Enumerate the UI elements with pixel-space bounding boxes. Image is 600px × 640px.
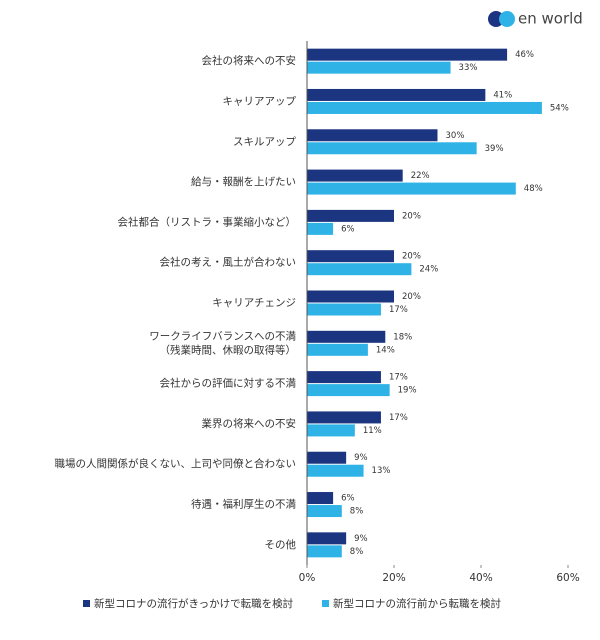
value-label: 6% <box>341 494 355 504</box>
logo-icon <box>488 11 504 27</box>
bar <box>307 182 516 195</box>
bar <box>307 169 403 182</box>
legend-swatch <box>83 600 90 607</box>
bar <box>307 545 342 558</box>
value-label: 19% <box>398 386 417 396</box>
category-label: 会社の考え・風土が合わない <box>160 256 297 269</box>
bar <box>307 532 347 545</box>
bar <box>307 411 381 424</box>
value-label: 6% <box>341 224 355 234</box>
bar <box>307 88 486 101</box>
bar <box>307 384 390 397</box>
value-label: 41% <box>493 90 512 100</box>
bar <box>307 222 334 235</box>
legend-swatch <box>322 600 329 607</box>
value-label: 20% <box>402 211 421 221</box>
category-label: ワークライフバランスへの不満（残業時間、休暇の取得等） <box>149 330 296 356</box>
x-tick-label: 0% <box>299 572 316 584</box>
bar <box>307 209 394 222</box>
bar <box>307 343 368 356</box>
value-label: 9% <box>354 534 368 544</box>
category-label: 会社の将来への不安 <box>202 54 297 67</box>
bar <box>307 48 508 61</box>
value-label: 54% <box>550 103 569 113</box>
logo: en world <box>488 10 583 28</box>
bar <box>307 61 451 74</box>
value-label: 33% <box>459 63 478 73</box>
bar <box>307 464 364 477</box>
value-label: 20% <box>402 292 421 302</box>
bar <box>307 303 381 316</box>
value-label: 18% <box>393 332 412 342</box>
x-tick-label: 40% <box>469 572 492 584</box>
category-label: 業界の将来への不安 <box>202 417 297 430</box>
logo-text: en world <box>518 10 583 28</box>
bar <box>307 451 347 464</box>
value-label: 11% <box>363 426 382 436</box>
bar <box>307 263 412 276</box>
value-label: 17% <box>389 413 408 423</box>
bar <box>307 424 355 437</box>
value-label: 8% <box>350 547 364 557</box>
bar <box>307 492 334 505</box>
legend-label: 新型コロナの流行がきっかけで転職を検討 <box>94 597 293 610</box>
value-label: 20% <box>402 252 421 262</box>
value-label: 9% <box>354 453 368 463</box>
category-label-line: ワークライフバランスへの不満 <box>149 330 296 342</box>
x-tick-label: 60% <box>556 572 579 584</box>
value-label: 48% <box>524 184 543 194</box>
bar <box>307 290 394 303</box>
category-label: キャリアチェンジ <box>212 297 296 309</box>
logo-icon <box>499 11 515 27</box>
bar <box>307 250 394 263</box>
bar <box>307 371 381 384</box>
value-label: 39% <box>485 144 504 154</box>
value-label: 17% <box>389 305 408 315</box>
value-label: 13% <box>372 466 391 476</box>
category-label: 職場の人間関係が良くない、上司や同僚と合わない <box>55 457 297 470</box>
value-label: 30% <box>446 131 465 141</box>
value-label: 17% <box>389 373 408 383</box>
value-label: 14% <box>376 345 395 355</box>
category-label: 待遇・福利厚生の不満 <box>191 498 296 511</box>
category-label: キャリアアップ <box>223 95 297 107</box>
value-label: 22% <box>411 171 430 181</box>
value-label: 46% <box>515 50 534 60</box>
bar <box>307 129 438 142</box>
bar <box>307 330 386 343</box>
category-label: スキルアップ <box>233 136 296 148</box>
category-label: 会社からの評価に対する不満 <box>160 377 297 390</box>
value-label: 24% <box>419 265 438 275</box>
category-label: 会社都合（リストラ・事業縮小など） <box>118 215 297 228</box>
bar <box>307 101 542 114</box>
category-label-line: （残業時間、休暇の取得等） <box>160 343 297 356</box>
category-label: 給与・報酬を上げたい <box>191 175 296 188</box>
bar <box>307 142 477 155</box>
value-label: 8% <box>350 507 364 517</box>
x-tick-label: 20% <box>382 572 405 584</box>
legend-label: 新型コロナの流行前から転職を検討 <box>333 597 501 610</box>
bar <box>307 505 342 518</box>
category-label: その他 <box>265 538 297 551</box>
